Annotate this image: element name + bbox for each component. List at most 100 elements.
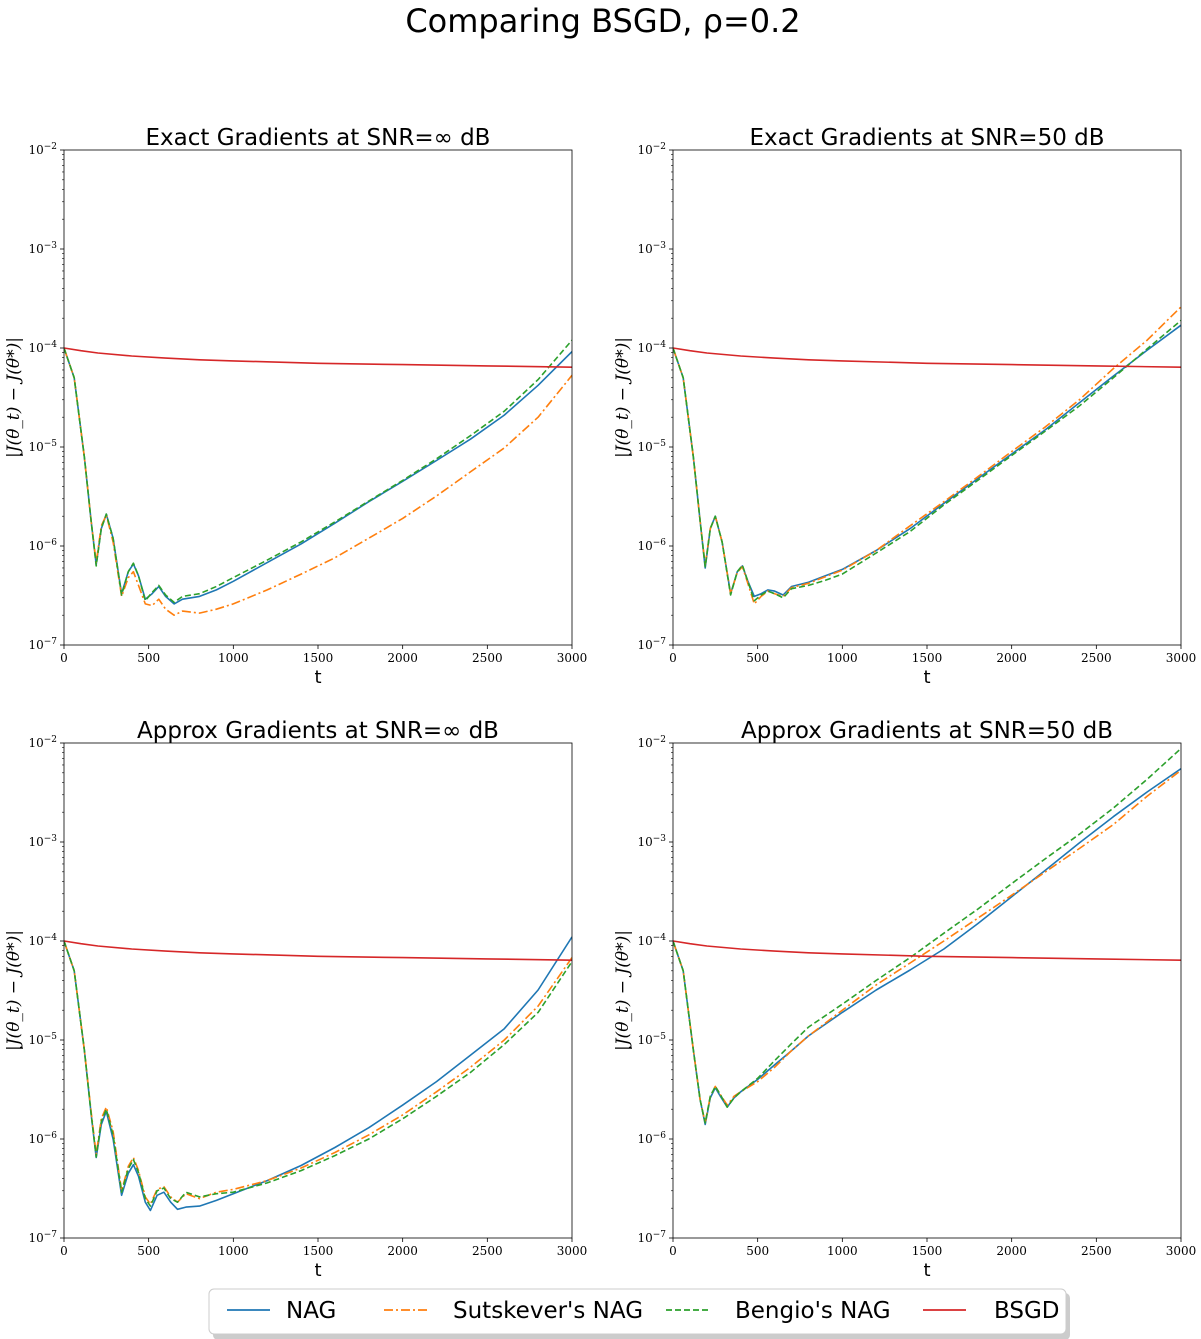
- x-tick-label: 500: [137, 1244, 160, 1258]
- series-line-bsgd: [673, 940, 1181, 961]
- legend-label-nag: NAG: [286, 1298, 336, 1324]
- series-line-nag: [64, 936, 572, 1212]
- series-line-bengio-s-nag: [64, 940, 572, 1207]
- x-tick-label: 2500: [1081, 1244, 1112, 1258]
- y-tick-label: 10−5: [28, 439, 57, 454]
- y-axis-label: |J(θ_t) − J(θ*)|: [613, 337, 633, 458]
- x-tick-label: 500: [746, 651, 769, 665]
- x-tick-label: 2000: [996, 651, 1027, 665]
- x-tick-label: 0: [60, 651, 68, 665]
- x-tick-label: 2500: [472, 1244, 503, 1258]
- y-tick-label: 10−6: [637, 1131, 666, 1146]
- x-tick-label: 3000: [1166, 1244, 1197, 1258]
- y-tick-label: 10−4: [637, 340, 666, 355]
- x-tick-label: 2500: [1081, 651, 1112, 665]
- series-line-nag: [673, 768, 1181, 1126]
- x-tick-label: 0: [60, 1244, 68, 1258]
- series-line-nag: [64, 347, 572, 605]
- y-tick-label: 10−4: [28, 340, 57, 355]
- subplot-grid: Exact Gradients at SNR=∞ dB 0 500 1000 1500 2…: [4, 125, 1196, 1281]
- subplot-title: Approx Gradients at SNR=50 dB: [741, 718, 1113, 744]
- x-tick-label: 1000: [827, 651, 858, 665]
- x-tick-label: 500: [137, 651, 160, 665]
- x-tick-label: 2000: [996, 1244, 1027, 1258]
- plot-area: [64, 339, 572, 616]
- x-axis: 0 500 1000 1500 2000 2500 3000: [60, 1238, 587, 1258]
- x-tick-label: 3000: [1166, 651, 1197, 665]
- y-tick-label: 10−2: [637, 735, 666, 750]
- x-tick-label: 1000: [218, 1244, 249, 1258]
- x-axis: 0 500 1000 1500 2000 2500 3000: [669, 1238, 1196, 1258]
- plot-area: [673, 306, 1181, 605]
- x-tick-label: 1500: [912, 651, 943, 665]
- subplot-3: Approx Gradients at SNR=∞ dB 0 500 1000 1500…: [4, 718, 587, 1281]
- series-line-bengio-s-nag: [64, 339, 572, 604]
- axes-frame: [63, 149, 573, 646]
- x-tick-label: 1500: [912, 1244, 943, 1258]
- series-line-sutskever-s-nag: [673, 306, 1181, 605]
- legend-box: [208, 1288, 1067, 1335]
- y-tick-label: 10−5: [637, 1032, 666, 1047]
- x-axis-label: t: [314, 667, 321, 688]
- y-tick-label: 10−3: [28, 834, 57, 849]
- legend-item-sutskever-nag: Sutskever's NAG: [384, 1298, 643, 1324]
- y-axis-label: |J(θ_t) − J(θ*)|: [4, 337, 24, 458]
- y-tick-label: 10−5: [637, 439, 666, 454]
- x-tick-label: 3000: [557, 651, 588, 665]
- series-line-bsgd: [64, 940, 572, 961]
- y-tick-label: 10−6: [28, 538, 57, 553]
- subplot-title: Exact Gradients at SNR=50 dB: [749, 125, 1104, 151]
- y-axis-label: |J(θ_t) − J(θ*)|: [4, 930, 24, 1051]
- subplot-2: Exact Gradients at SNR=50 dB 0 500 1000 1500…: [613, 125, 1196, 688]
- y-tick-label: 10−6: [28, 1131, 57, 1146]
- x-tick-label: 0: [669, 1244, 677, 1258]
- figure-suptitle: Comparing BSGD, ρ=0.2: [405, 2, 800, 40]
- y-tick-label: 10−2: [637, 142, 666, 157]
- y-tick-label: 10−5: [28, 1032, 57, 1047]
- series-line-bengio-s-nag: [673, 319, 1181, 602]
- plot-area: [673, 747, 1181, 1126]
- x-tick-label: 0: [669, 651, 677, 665]
- subplot-4: Approx Gradients at SNR=50 dB 0 500 1000 150…: [613, 718, 1196, 1281]
- y-tick-label: 10−3: [28, 241, 57, 256]
- legend-item-bsgd: BSGD: [923, 1298, 1060, 1324]
- y-tick-label: 10−4: [637, 933, 666, 948]
- legend: NAG Sutskever's NAG Bengio's NAG BSGD: [208, 1288, 1070, 1339]
- x-axis: 0 500 1000 1500 2000 2500 3000: [669, 645, 1196, 665]
- x-tick-label: 1000: [218, 651, 249, 665]
- y-axis: 10−7 10−6 10−5 10−4 10−3 10−2: [28, 142, 64, 652]
- legend-label-bsgd: BSGD: [994, 1298, 1060, 1324]
- y-axis: 10−7 10−6 10−5 10−4 10−3 10−2: [637, 735, 673, 1245]
- x-tick-label: 1000: [827, 1244, 858, 1258]
- x-tick-label: 2000: [387, 1244, 418, 1258]
- y-tick-label: 10−7: [28, 637, 57, 652]
- series-line-bsgd: [64, 347, 572, 368]
- legend-label-bengio-nag: Bengio's NAG: [735, 1298, 891, 1324]
- y-tick-label: 10−6: [637, 538, 666, 553]
- x-axis-label: t: [923, 1260, 930, 1281]
- y-axis: 10−7 10−6 10−5 10−4 10−3 10−2: [28, 735, 64, 1245]
- y-axis-label: |J(θ_t) − J(θ*)|: [613, 930, 633, 1051]
- legend-item-nag: NAG: [227, 1298, 336, 1324]
- legend-item-bengio-nag: Bengio's NAG: [666, 1298, 891, 1324]
- series-line-bengio-s-nag: [673, 747, 1181, 1124]
- y-tick-label: 10−2: [28, 735, 57, 750]
- series-line-bsgd: [673, 347, 1181, 368]
- y-tick-label: 10−7: [28, 1230, 57, 1245]
- subplot-title: Approx Gradients at SNR=∞ dB: [137, 718, 499, 744]
- y-tick-label: 10−3: [637, 241, 666, 256]
- subplot-title: Exact Gradients at SNR=∞ dB: [146, 125, 491, 151]
- x-tick-label: 2000: [387, 651, 418, 665]
- subplot-1: Exact Gradients at SNR=∞ dB 0 500 1000 1500 2…: [4, 125, 587, 688]
- series-line-sutskever-s-nag: [64, 347, 572, 616]
- x-axis-label: t: [923, 667, 930, 688]
- x-axis: 0 500 1000 1500 2000 2500 3000: [60, 645, 587, 665]
- legend-label-sutskever-nag: Sutskever's NAG: [453, 1298, 643, 1324]
- x-axis-label: t: [314, 1260, 321, 1281]
- axes-frame: [672, 149, 1182, 646]
- y-axis: 10−7 10−6 10−5 10−4 10−3 10−2: [637, 142, 673, 652]
- y-tick-label: 10−7: [637, 637, 666, 652]
- x-tick-label: 3000: [557, 1244, 588, 1258]
- axes-frame: [672, 742, 1182, 1239]
